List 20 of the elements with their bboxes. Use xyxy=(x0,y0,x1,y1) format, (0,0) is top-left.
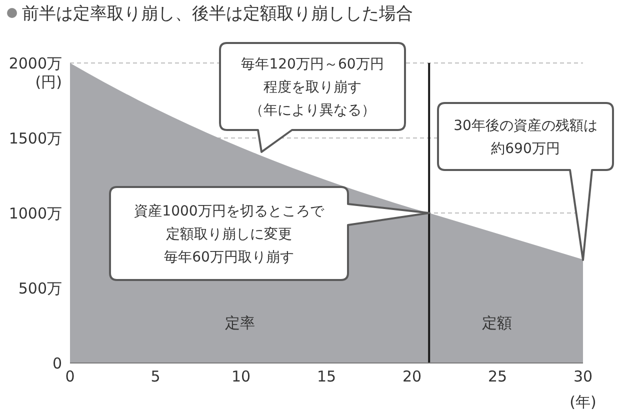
y-axis-title: (円) xyxy=(35,73,62,91)
y-tick-label: 1500万 xyxy=(8,129,62,148)
annotation: 定率 xyxy=(225,314,255,332)
x-axis-title: (年) xyxy=(570,393,596,411)
annotation: 30年後の資産の残額は約690万円 xyxy=(454,118,598,157)
y-tick-label: 0 xyxy=(52,354,62,372)
x-tick-label: 0 xyxy=(65,368,75,386)
x-tick-label: 30 xyxy=(573,368,593,386)
x-tick-label: 5 xyxy=(150,368,160,386)
y-tick-label: 1000万 xyxy=(8,204,62,222)
x-tick-label: 25 xyxy=(488,368,508,386)
y-tick-label: 2000万 xyxy=(8,54,62,72)
chart-title: 前半は定率取り崩し、後半は定額取り崩しした場合 xyxy=(22,4,413,24)
y-tick-label: 500万 xyxy=(18,279,62,298)
x-tick-label: 20 xyxy=(402,368,422,386)
x-tick-label: 15 xyxy=(316,368,336,386)
annotation: 資産1000万円を切るところで定額取り崩しに変更毎年60万円取り崩す xyxy=(134,204,325,266)
annotation: 毎年120万円～60万円程度を取り崩す（年により異なる） xyxy=(241,56,384,118)
annotation: 定額 xyxy=(482,314,512,332)
x-tick-label: 10 xyxy=(231,368,251,386)
